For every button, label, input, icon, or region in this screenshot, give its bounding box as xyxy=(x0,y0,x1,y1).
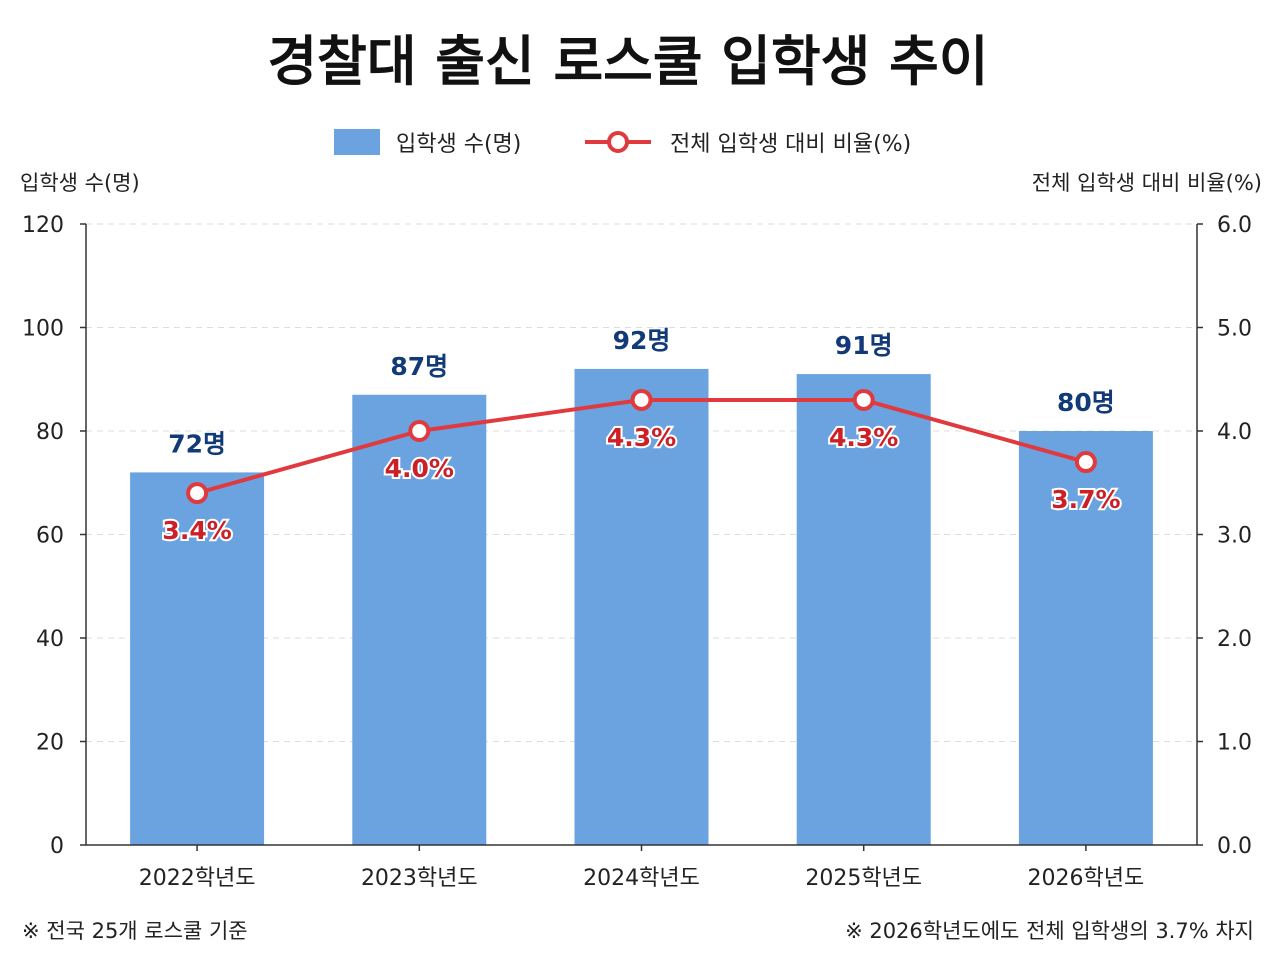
ratio-value-label: 4.3% xyxy=(607,423,676,452)
left-tick-label: 40 xyxy=(36,627,64,652)
chart-title: 경찰대 출신 로스쿨 입학생 추이 xyxy=(267,30,988,93)
tick-labels: 0 20 40 60 80 100 120 0.0 1.0 2.0 3.0 4.0 5.0 6.0 2022… xyxy=(22,213,1252,891)
bar xyxy=(352,394,487,845)
right-tick-label: 3.0 xyxy=(1217,524,1252,549)
axes xyxy=(80,223,1203,851)
category-label: 2022학년도 xyxy=(139,866,256,891)
right-tick-label: 2.0 xyxy=(1217,627,1252,652)
category-label: 2026학년도 xyxy=(1028,866,1145,891)
left-axis-title: 입학생 수(명) xyxy=(20,171,140,195)
left-tick-label: 20 xyxy=(36,731,64,756)
ratio-value-label: 3.4% xyxy=(162,516,231,545)
ratio-point xyxy=(630,388,653,411)
ratio-value-label: 4.3% xyxy=(829,423,898,452)
bar xyxy=(1018,431,1153,845)
category-label: 2025학년도 xyxy=(805,866,922,891)
right-tick-label: 5.0 xyxy=(1217,317,1252,342)
bars xyxy=(130,368,1153,845)
ratio-point xyxy=(852,388,875,411)
ratio-point xyxy=(1074,451,1097,474)
right-tick-label: 1.0 xyxy=(1217,731,1252,756)
right-tick-label: 6.0 xyxy=(1217,213,1252,238)
legend-line-label: 전체 입학생 대비 비율(%) xyxy=(670,132,911,157)
ratio-point xyxy=(408,420,431,442)
right-axis-title: 전체 입학생 대비 비율(%) xyxy=(1032,171,1262,195)
ratio-point xyxy=(186,482,209,505)
bar-value-label: 92명 xyxy=(613,326,671,355)
category-label: 2023학년도 xyxy=(361,866,478,891)
right-tick-label: 4.0 xyxy=(1217,420,1252,445)
footnote-right: ※ 2026학년도에도 전체 입학생의 3.7% 차지 xyxy=(845,919,1254,943)
left-tick-label: 100 xyxy=(22,317,64,342)
right-tick-label: 0.0 xyxy=(1217,834,1252,859)
bar-value-label: 91명 xyxy=(835,331,893,360)
left-tick-label: 120 xyxy=(22,213,64,238)
legend-line-marker xyxy=(607,131,629,153)
legend-bar-label: 입학생 수(명) xyxy=(396,132,521,157)
left-tick-label: 80 xyxy=(36,420,64,445)
bar xyxy=(574,368,709,845)
left-tick-label: 0 xyxy=(50,834,64,859)
bar-value-label: 72명 xyxy=(168,429,226,458)
ratio-value-label: 4.0% xyxy=(385,454,454,483)
left-tick-label: 60 xyxy=(36,524,64,549)
data-labels: 72명 87명 92명 91명 80명 3.4% 4.0% 4.3% 4.3% 3.7% xyxy=(160,326,1122,547)
legend: 입학생 수(명) 전체 입학생 대비 비율(%) xyxy=(334,129,911,157)
bar-value-label: 80명 xyxy=(1057,388,1115,417)
bar xyxy=(130,472,265,845)
footnote-left: ※ 전국 25개 로스쿨 기준 xyxy=(22,919,248,943)
bar xyxy=(796,374,931,845)
category-label: 2024학년도 xyxy=(583,866,700,891)
legend-bar-swatch xyxy=(334,129,380,155)
ratio-value-label: 3.7% xyxy=(1051,485,1120,514)
bar-value-label: 87명 xyxy=(390,352,448,381)
ratio-line xyxy=(186,388,1097,505)
